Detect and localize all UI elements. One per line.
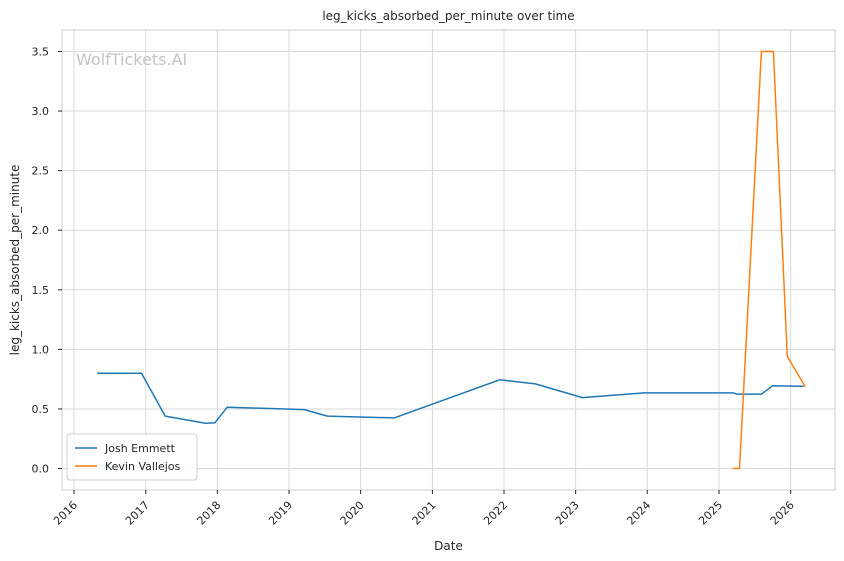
y-tick-label: 3.0: [32, 105, 50, 118]
plot-area: [61, 29, 836, 491]
y-axis-title: leg_kicks_absorbed_per_minute: [8, 165, 22, 356]
y-tick-label: 1.5: [32, 284, 50, 297]
x-axis-title: Date: [434, 539, 463, 553]
series-layer: [96, 50, 806, 470]
y-axis-ticks: 0.0 0.5 1.0 1.5 2.0 2.5 3.0 3.5: [32, 45, 62, 476]
y-tick-label: 2.0: [32, 224, 50, 237]
legend-box: [66, 433, 198, 481]
watermark-text: WolfTickets.AI: [76, 50, 187, 69]
series-line-kevin-vallejos: [732, 50, 806, 470]
y-tick-label: 0.0: [32, 463, 50, 476]
chart-title: leg_kicks_absorbed_per_minute over time: [322, 9, 574, 23]
y-tick-label: 3.5: [32, 45, 50, 58]
legend-label: Kevin Vallejos: [105, 460, 181, 473]
y-tick-label: 2.5: [32, 165, 50, 178]
y-tick-label: 0.5: [32, 403, 50, 416]
series-line-josh-emmett: [96, 372, 804, 425]
y-tick-label: 1.0: [32, 343, 50, 356]
legend: Josh Emmett Kevin Vallejos: [66, 433, 198, 481]
grid: [62, 30, 835, 490]
legend-label: Josh Emmett: [104, 442, 176, 455]
